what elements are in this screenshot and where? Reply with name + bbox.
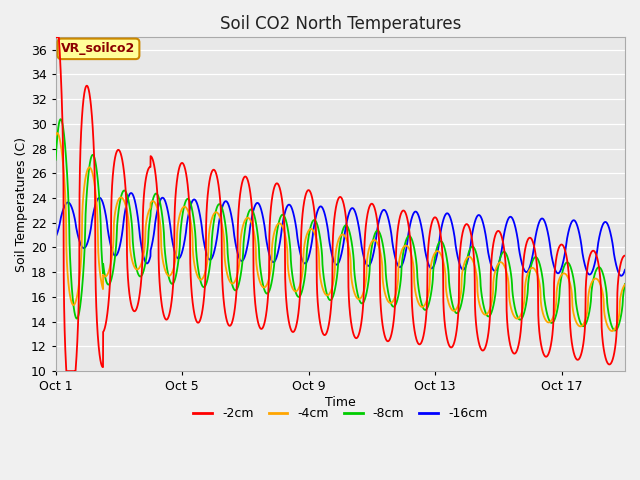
Title: Soil CO2 North Temperatures: Soil CO2 North Temperatures — [220, 15, 461, 33]
Legend: -2cm, -4cm, -8cm, -16cm: -2cm, -4cm, -8cm, -16cm — [188, 402, 492, 425]
X-axis label: Time: Time — [325, 396, 356, 409]
Text: VR_soilco2: VR_soilco2 — [61, 42, 136, 55]
Y-axis label: Soil Temperatures (C): Soil Temperatures (C) — [15, 137, 28, 272]
